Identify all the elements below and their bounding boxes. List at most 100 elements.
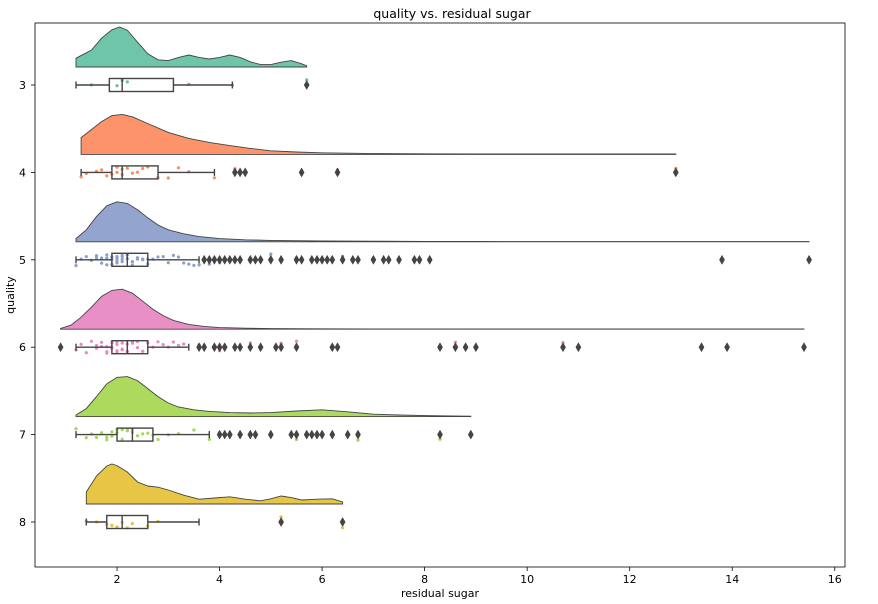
density-cloud-3 xyxy=(75,26,308,68)
data-point xyxy=(161,255,165,259)
x-tick-label: 6 xyxy=(319,573,326,586)
data-point xyxy=(125,429,129,433)
data-point xyxy=(120,347,124,351)
outlier-marker xyxy=(237,429,243,440)
outlier-marker xyxy=(247,254,254,265)
data-point xyxy=(197,263,201,267)
outlier-marker xyxy=(226,254,233,265)
y-tick-label: 7 xyxy=(19,429,26,442)
outlier-marker xyxy=(314,429,320,440)
outlier-marker xyxy=(196,342,202,353)
data-point xyxy=(141,166,145,171)
data-point xyxy=(141,257,145,261)
density-cloud-4 xyxy=(80,113,677,155)
data-point xyxy=(110,434,114,438)
series-group-quality-7 xyxy=(74,376,474,442)
outlier-marker xyxy=(437,429,443,440)
data-point xyxy=(166,176,170,180)
x-tick-label: 2 xyxy=(114,573,121,586)
outlier-marker xyxy=(806,254,812,265)
x-tick-label: 16 xyxy=(828,573,842,586)
chart-title: quality vs. residual sugar xyxy=(373,6,531,21)
data-point xyxy=(182,342,186,346)
data-point xyxy=(105,350,109,354)
outlier-marker xyxy=(232,167,238,178)
outlier-marker xyxy=(237,254,243,265)
density-cloud-6 xyxy=(60,288,805,330)
plot-area xyxy=(57,26,812,530)
outlier-marker xyxy=(380,254,387,265)
data-point xyxy=(100,168,104,172)
data-point xyxy=(141,432,145,436)
outlier-marker xyxy=(201,254,208,265)
data-point xyxy=(207,437,211,441)
outlier-marker xyxy=(396,254,402,265)
outlier-marker xyxy=(426,254,433,265)
outlier-marker xyxy=(221,429,228,440)
x-tick-label: 12 xyxy=(623,573,637,586)
outlier-marker xyxy=(298,167,305,178)
outlier-marker xyxy=(575,342,582,353)
outlier-marker xyxy=(473,342,479,353)
data-point xyxy=(110,523,114,528)
outlier-marker xyxy=(319,254,325,265)
x-tick-label: 4 xyxy=(216,573,223,586)
data-point xyxy=(105,253,109,257)
series-group-quality-6 xyxy=(57,288,807,355)
x-axis: 2 4 6 8 10 12 14 16 xyxy=(114,567,842,586)
data-point xyxy=(146,431,150,435)
outlier-marker xyxy=(288,429,295,440)
outlier-marker xyxy=(257,254,264,265)
y-tick-label: 6 xyxy=(19,341,26,354)
y-tick-label: 3 xyxy=(19,79,26,92)
x-tick-label: 14 xyxy=(725,573,739,586)
outlier-marker xyxy=(308,429,315,440)
data-point xyxy=(156,437,160,442)
series-group-quality-4 xyxy=(79,113,679,180)
outlier-marker xyxy=(257,342,264,353)
data-point xyxy=(130,522,134,526)
outlier-marker xyxy=(303,429,310,440)
data-point xyxy=(105,174,109,178)
data-point xyxy=(94,435,99,440)
outlier-marker xyxy=(242,167,249,178)
outlier-marker xyxy=(216,254,223,265)
outlier-marker xyxy=(237,342,243,353)
density-cloud-5 xyxy=(75,201,810,243)
data-point xyxy=(294,339,299,343)
outlier-marker xyxy=(385,254,392,265)
data-point xyxy=(74,264,78,268)
box-iqr xyxy=(111,340,149,355)
outlier-marker xyxy=(221,254,228,265)
outlier-marker xyxy=(216,429,223,440)
data-point xyxy=(94,256,99,260)
data-point xyxy=(105,435,109,439)
data-point xyxy=(156,340,160,344)
data-point xyxy=(135,170,140,174)
data-point xyxy=(115,170,119,174)
outlier-marker xyxy=(211,254,218,265)
data-point xyxy=(269,252,273,256)
box-iqr xyxy=(111,165,159,180)
outlier-marker xyxy=(452,342,459,353)
box-iqr xyxy=(108,77,175,93)
outlier-marker xyxy=(252,429,259,440)
data-point xyxy=(120,254,124,259)
outlier-marker xyxy=(416,254,423,265)
data-point xyxy=(115,350,119,354)
outlier-marker xyxy=(278,517,284,527)
data-point xyxy=(156,255,160,259)
outlier-marker xyxy=(672,167,679,178)
box-iqr xyxy=(106,514,149,530)
outlier-marker xyxy=(206,254,213,265)
box-iqr xyxy=(111,252,149,268)
outlier-marker xyxy=(437,342,443,353)
data-point xyxy=(125,166,129,170)
outlier-marker xyxy=(329,342,336,353)
data-point xyxy=(141,349,145,353)
data-point xyxy=(110,430,114,434)
data-point xyxy=(94,254,99,258)
data-point xyxy=(84,351,88,355)
data-point xyxy=(105,438,109,442)
